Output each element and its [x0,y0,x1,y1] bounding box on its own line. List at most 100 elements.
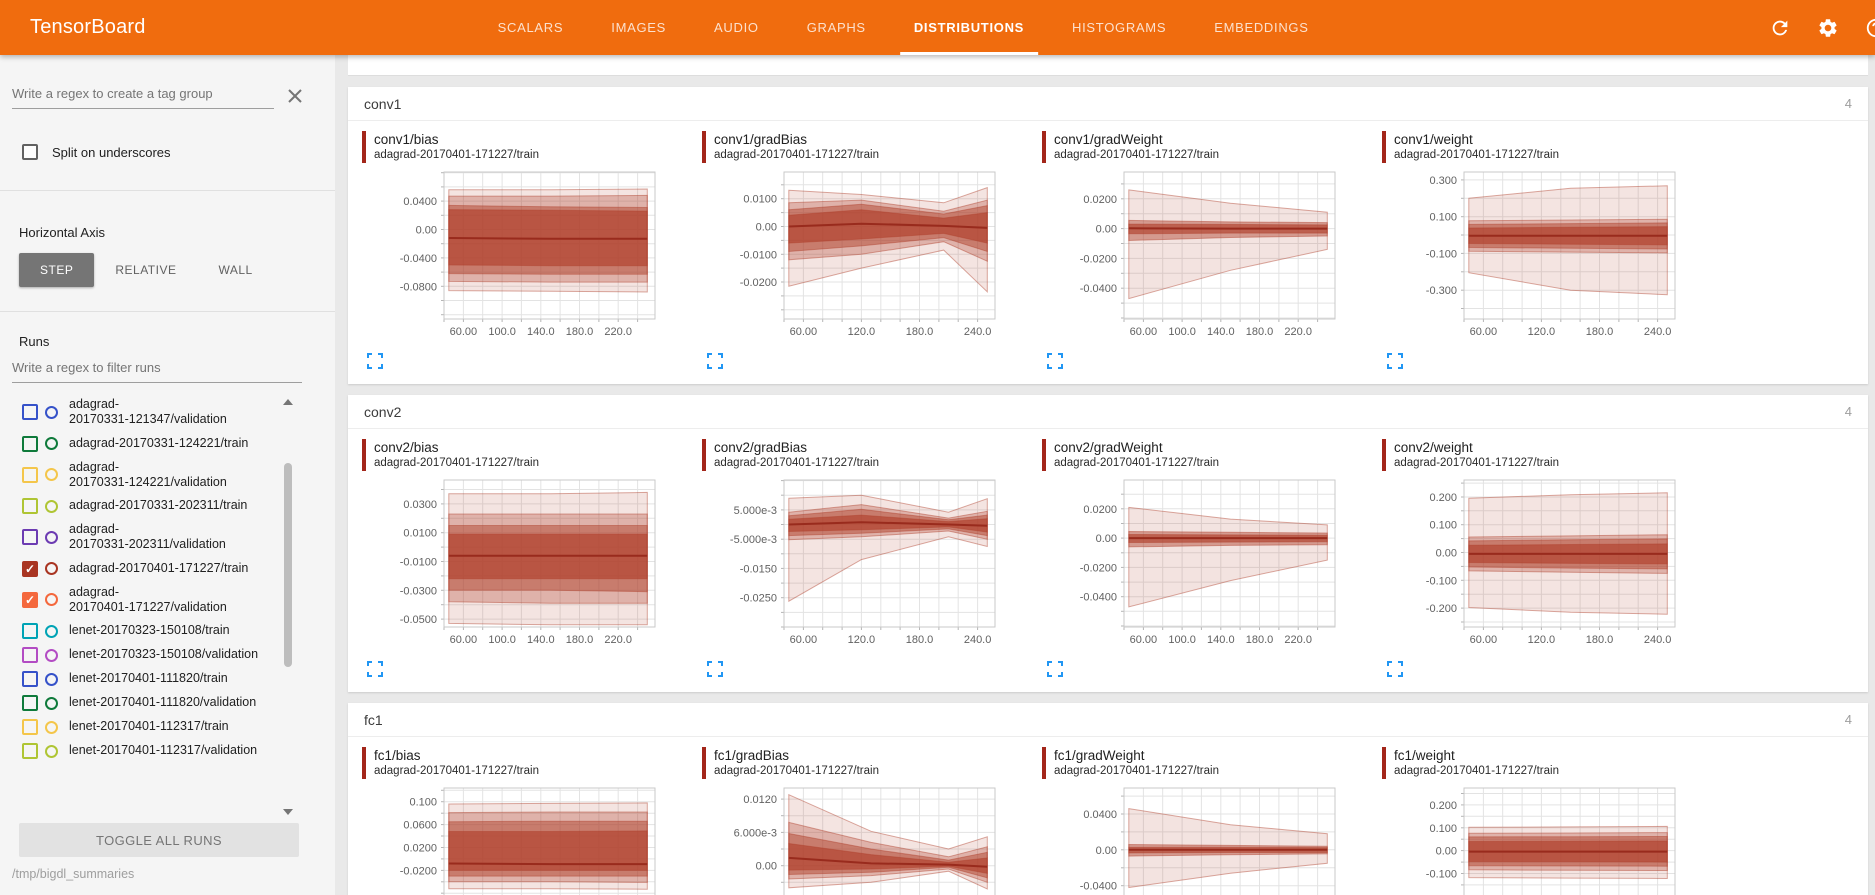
run-item[interactable]: adagrad- 20170331-124221/validation [22,456,300,495]
tab-audio[interactable]: AUDIO [714,20,759,35]
run-checkbox[interactable]: ✓ [22,591,38,608]
run-checkbox[interactable] [22,671,38,687]
tab-embeddings[interactable]: EMBEDDINGS [1214,20,1309,35]
runs-regex-input[interactable] [12,353,302,383]
run-item[interactable]: lenet-20170401-111820/train [22,667,300,691]
distribution-plot: 0.200 0.100 0.00 -0.100 -0.200 60.00 120.0 180.… [1426,479,1676,646]
section-count: 4 [1844,712,1852,727]
run-color-circle[interactable] [45,499,58,513]
run-checkbox[interactable] [22,435,38,452]
run-color-circle[interactable] [45,672,58,686]
run-item[interactable]: adagrad-20170331-124221/train [22,432,300,456]
run-color-circle[interactable] [45,648,58,662]
tab-distributions[interactable]: DISTRIBUTIONS [899,0,1039,55]
chart-run-subtitle: adagrad-20170401-171227/train [374,456,539,469]
svg-text:-0.0400: -0.0400 [1080,881,1117,893]
svg-text:60.00: 60.00 [1470,634,1498,646]
run-checkbox[interactable] [22,647,38,663]
expand-chart-icon[interactable] [367,661,383,677]
run-checkbox[interactable] [22,623,38,639]
run-item[interactable]: adagrad- 20170331-202311/validation [22,518,300,557]
distribution-plot: 0.0300 0.0100 -0.0100 -0.0300 -0.0500 60.00 10… [400,479,656,646]
charts-row: conv1/bias adagrad-20170401-171227/train 0… [348,121,1868,384]
axis-option-relative[interactable]: RELATIVE [94,253,197,287]
run-color-circle[interactable] [45,696,58,710]
section-title: conv2 [364,403,402,420]
svg-text:240.0: 240.0 [1644,634,1672,646]
run-color-circle[interactable] [45,562,58,575]
runs-scrollbar[interactable] [282,397,294,817]
scrollbar-thumb[interactable] [284,463,292,667]
close-icon[interactable] [286,87,304,105]
run-checkbox[interactable] [22,529,38,546]
run-color-circle[interactable] [45,624,58,638]
run-item[interactable]: lenet-20170323-150108/train [22,619,300,643]
run-color-circle[interactable] [45,530,58,544]
svg-text:0.200: 0.200 [1429,492,1457,504]
run-checkbox[interactable] [22,404,38,421]
run-checkbox[interactable]: ✓ [22,560,38,577]
svg-text:-0.100: -0.100 [1426,869,1457,881]
chart-title: conv1/gradWeight [1054,132,1163,147]
svg-text:0.00: 0.00 [756,222,777,234]
distribution-plot: 5.000e-3 -5.000e-3 -0.0150 -0.0250 60.00 120.… [730,479,996,646]
run-color-circle[interactable] [45,468,58,482]
tab-histograms[interactable]: HISTOGRAMS [1072,20,1167,35]
run-label: adagrad-20170401-171227/train [69,560,249,575]
run-item[interactable]: lenet-20170401-111820/validation [22,691,300,715]
tab-images[interactable]: IMAGES [611,20,667,35]
run-item[interactable]: adagrad- 20170331-121347/validation [22,393,300,432]
run-color-circle[interactable] [45,744,58,758]
run-color-circle[interactable] [45,593,58,607]
expand-chart-icon[interactable] [1387,353,1403,369]
run-color-circle[interactable] [45,405,58,419]
run-checkbox[interactable] [22,719,38,735]
tab-graphs[interactable]: GRAPHS [806,20,866,35]
chart-title-row: conv1/weight adagrad-20170401-171227/trai… [1382,131,1722,163]
section-header-fc1[interactable]: fc1 4 [348,703,1868,737]
svg-text:220.0: 220.0 [604,634,632,646]
svg-text:-0.100: -0.100 [1426,248,1457,260]
svg-text:-0.0150: -0.0150 [740,563,777,575]
run-item[interactable]: ✓ adagrad- 20170401-171227/validation [22,581,300,620]
run-item[interactable]: lenet-20170401-112317/train [22,715,300,739]
help-icon[interactable] [1865,17,1875,39]
expand-chart-icon[interactable] [707,661,723,677]
split-underscores-checkbox[interactable] [22,144,38,160]
svg-text:0.100: 0.100 [1429,520,1457,532]
svg-text:180.0: 180.0 [1246,634,1274,646]
toggle-all-runs-button[interactable]: TOGGLE ALL RUNS [19,823,299,857]
run-color-bar [1382,131,1386,163]
run-color-bar [1042,131,1046,163]
expand-chart-icon[interactable] [707,353,723,369]
chart-run-subtitle: adagrad-20170401-171227/train [714,456,879,469]
divider [0,190,335,191]
expand-chart-icon[interactable] [1047,661,1063,677]
refresh-icon[interactable] [1769,17,1791,39]
chart-title-row: conv1/bias adagrad-20170401-171227/train [362,131,702,163]
run-color-circle[interactable] [45,720,58,734]
tab-scalars[interactable]: SCALARS [497,20,564,35]
scroll-up-arrow-icon[interactable] [283,399,293,405]
run-color-circle[interactable] [45,437,58,450]
run-checkbox[interactable] [22,743,38,759]
section-header-conv1[interactable]: conv1 4 [348,87,1868,121]
distribution-plot: 0.1000.06000.0200-0.020060.00100.0140.01… [400,787,656,895]
run-label: adagrad-20170331-202311/train [69,498,248,513]
expand-chart-icon[interactable] [367,353,383,369]
run-item[interactable]: lenet-20170323-150108/validation [22,643,300,667]
run-checkbox[interactable] [22,466,38,483]
expand-chart-icon[interactable] [1047,353,1063,369]
axis-option-step[interactable]: STEP [19,253,95,287]
run-item[interactable]: lenet-20170401-112317/validation [22,739,300,763]
run-checkbox[interactable] [22,498,38,514]
axis-option-wall[interactable]: WALL [197,253,273,287]
run-item[interactable]: adagrad-20170331-202311/train [22,494,300,518]
run-item[interactable]: ✓ adagrad-20170401-171227/train [22,557,300,581]
expand-chart-icon[interactable] [1387,661,1403,677]
tag-regex-input[interactable] [12,79,274,109]
run-checkbox[interactable] [22,695,38,711]
section-header-conv2[interactable]: conv2 4 [348,395,1868,429]
settings-icon[interactable] [1817,17,1839,39]
scroll-down-arrow-icon[interactable] [283,809,293,815]
